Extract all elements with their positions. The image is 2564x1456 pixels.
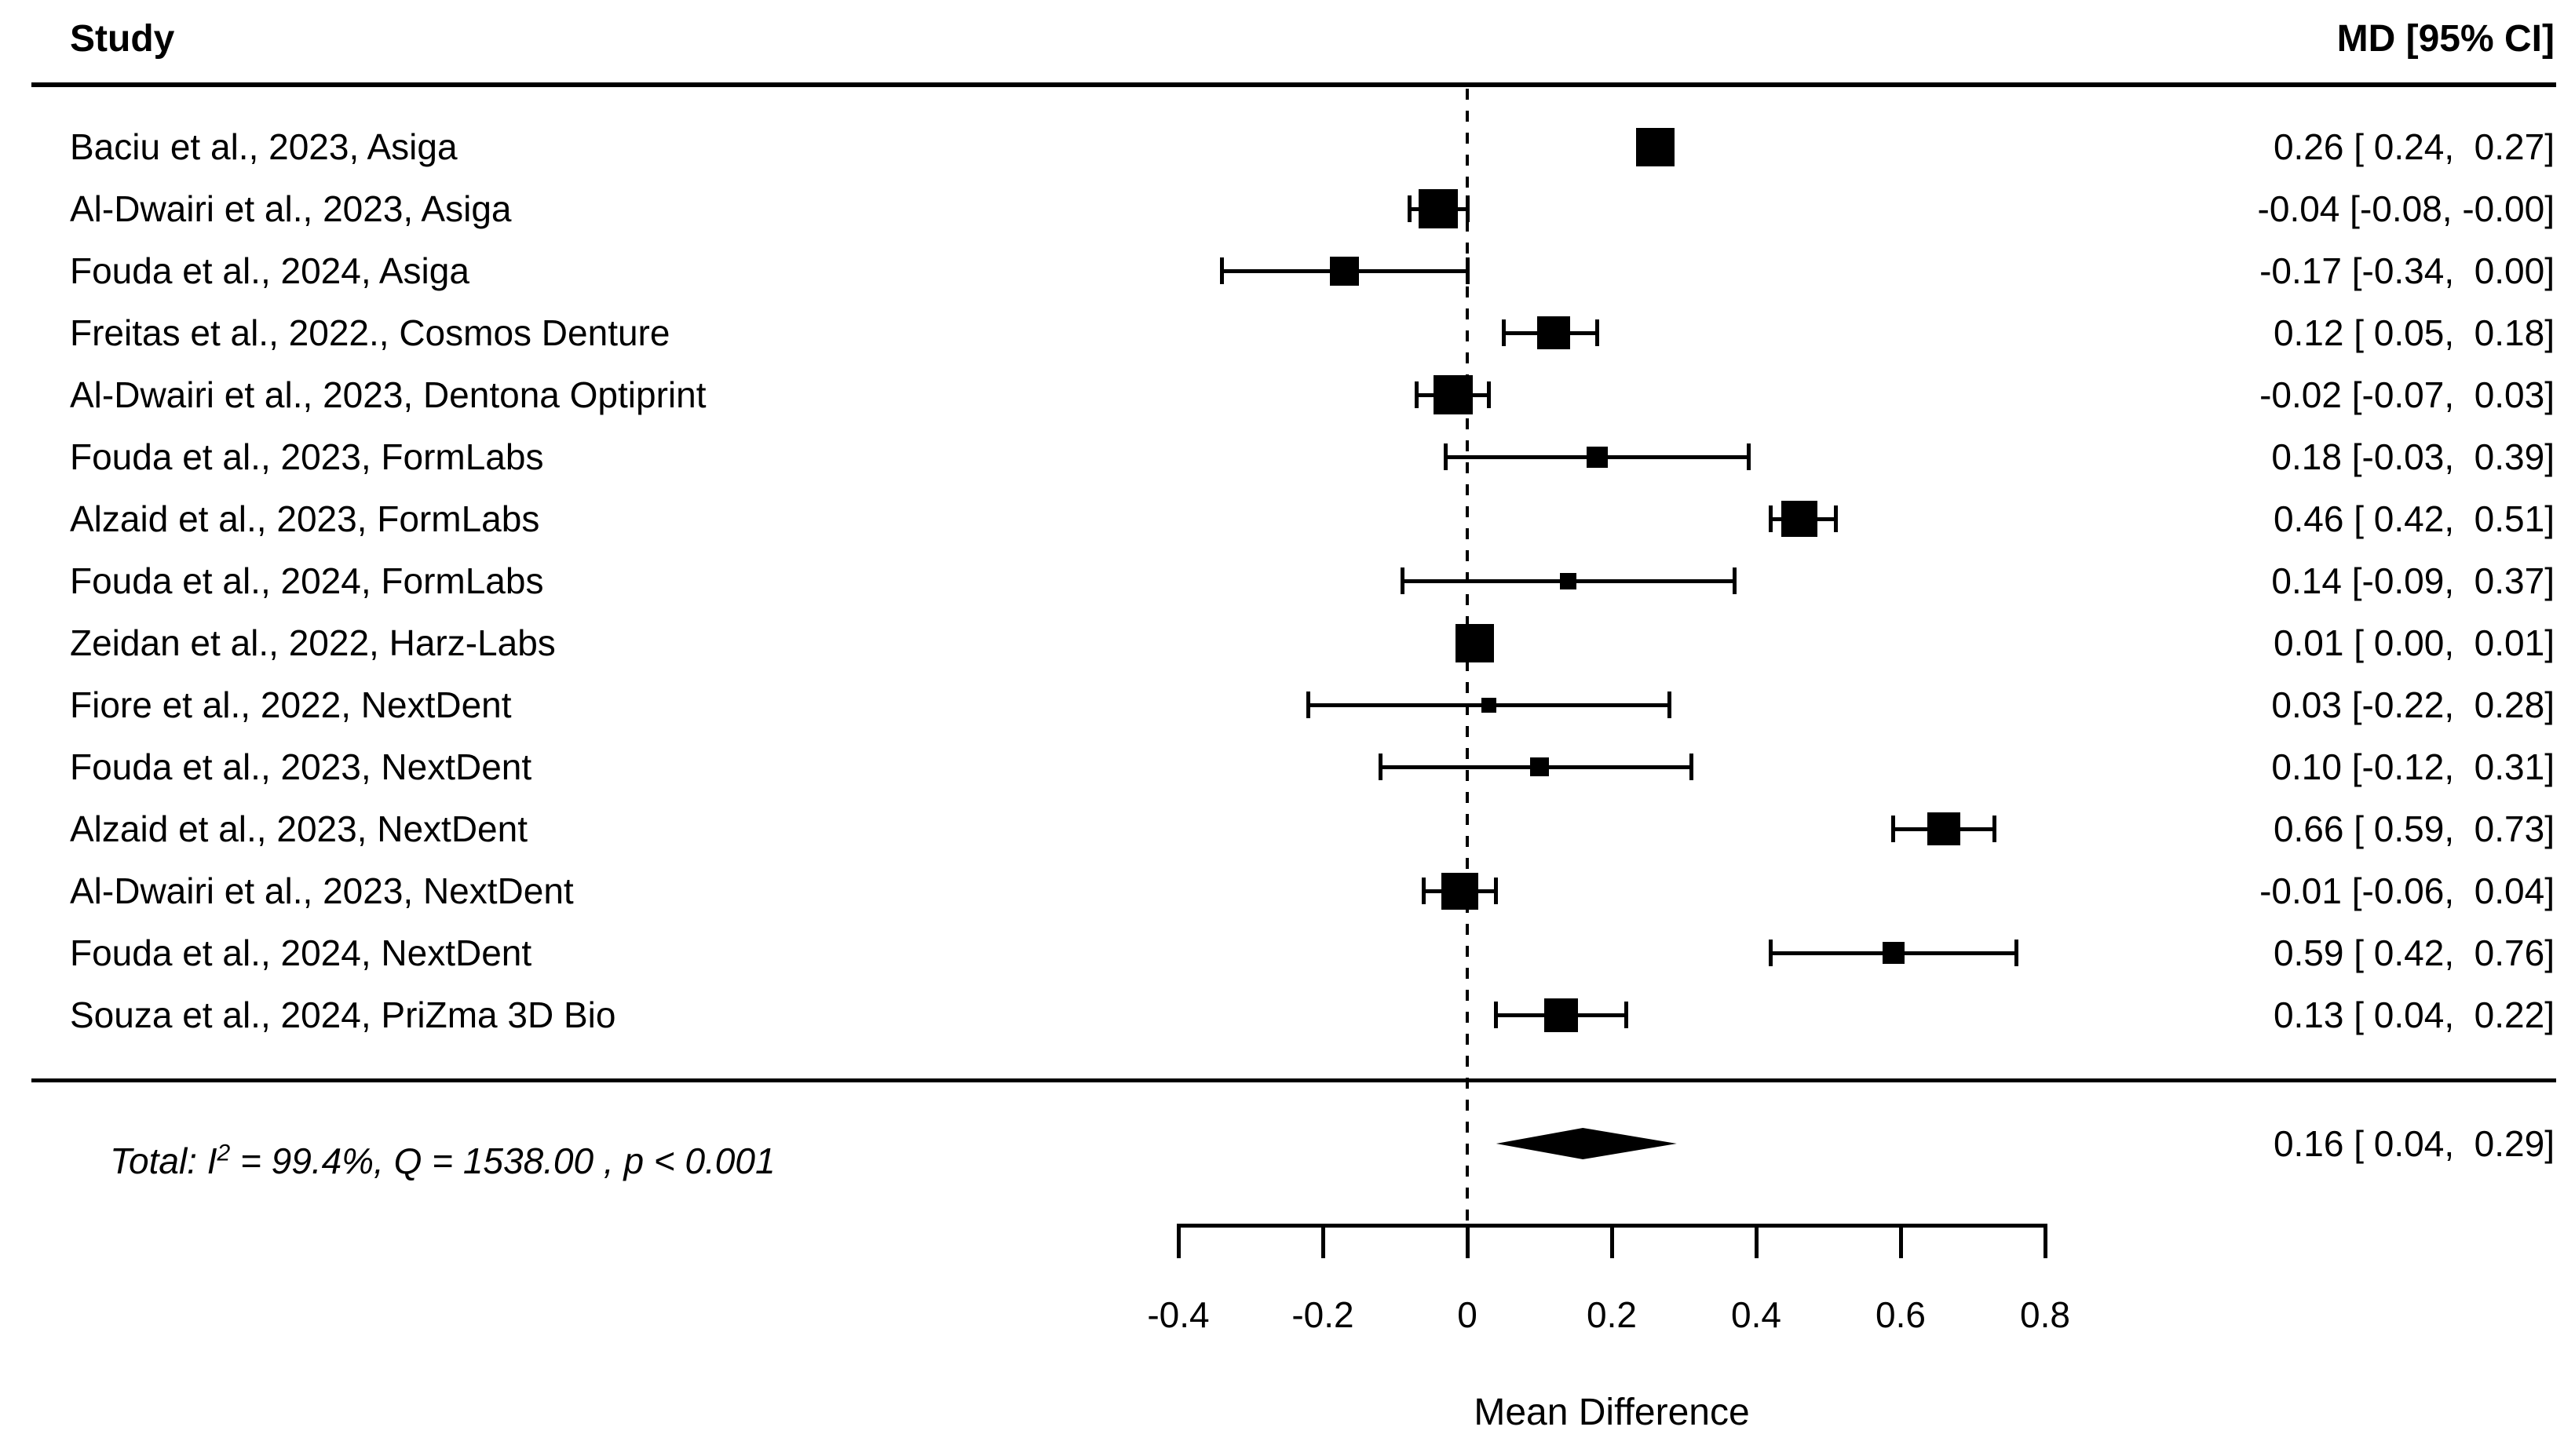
ci-cap-left — [1400, 567, 1404, 594]
ci-cap-right — [1624, 1002, 1628, 1028]
study-row-label: Alzaid et al., 2023, NextDent — [70, 808, 528, 849]
ci-cap-right — [1732, 567, 1737, 594]
x-axis-tick — [1320, 1224, 1325, 1258]
effect-square — [1927, 812, 1961, 845]
x-axis-tick-label: -0.4 — [1147, 1294, 1210, 1335]
total-heterogeneity-text: Total: I2 = 99.4%, Q = 1538.00 , p < 0.0… — [70, 1097, 776, 1224]
effect-square — [1419, 189, 1459, 228]
study-row-label: Fiore et al., 2022, NextDent — [70, 684, 512, 725]
study-row-value: 0.13 [ 0.04, 0.22] — [2273, 994, 2555, 1035]
x-axis-tick-label: 0.6 — [1876, 1294, 1926, 1335]
total-superscript: 2 — [217, 1140, 231, 1166]
study-row-label: Souza et al., 2024, PriZma 3D Bio — [70, 994, 616, 1035]
effect-square — [1882, 942, 1905, 964]
effect-square — [1781, 501, 1818, 537]
effect-square — [1455, 623, 1494, 662]
study-row-value: 0.18 [-0.03, 0.39] — [2271, 436, 2555, 477]
ci-cap-left — [1306, 692, 1311, 718]
study-row-value: 0.14 [-0.09, 0.37] — [2271, 560, 2555, 601]
x-axis-tick-label: 0 — [1457, 1294, 1477, 1335]
effect-square — [1433, 375, 1473, 414]
ci-cap-left — [1407, 195, 1412, 222]
ci-cap-left — [1422, 878, 1426, 904]
study-row-label: Al-Dwairi et al., 2023, Asiga — [70, 188, 512, 229]
study-row-value: -0.01 [-0.06, 0.04] — [2259, 870, 2555, 911]
x-axis-tick-label: 0.4 — [1731, 1294, 1781, 1335]
ci-cap-right — [1992, 816, 1997, 842]
ci-cap-right — [1465, 195, 1470, 222]
ci-cap-right — [1747, 443, 1751, 470]
ci-cap-left — [1891, 816, 1896, 842]
effect-square — [1330, 256, 1360, 286]
ci-cap-right — [1667, 692, 1672, 718]
study-row-value: 0.10 [-0.12, 0.31] — [2271, 746, 2555, 787]
study-row-value: 0.26 [ 0.24, 0.27] — [2273, 126, 2555, 167]
header-divider — [31, 82, 2556, 87]
ci-cap-left — [1768, 505, 1773, 532]
study-row-value: 0.46 [ 0.42, 0.51] — [2273, 498, 2555, 539]
x-axis-tick — [1609, 1224, 1614, 1258]
study-row-value: 0.03 [-0.22, 0.28] — [2271, 684, 2555, 725]
total-suffix: = 99.4%, Q = 1538.00 , p < 0.001 — [230, 1140, 776, 1181]
study-row-value: -0.04 [-0.08, -0.00] — [2257, 188, 2555, 229]
total-divider — [31, 1078, 2556, 1082]
md-column-header: MD [95% CI] — [2336, 18, 2555, 60]
ci-cap-right — [1833, 505, 1838, 532]
x-axis-title: Mean Difference — [1474, 1392, 1750, 1433]
study-row-label: Freitas et al., 2022., Cosmos Denture — [70, 312, 670, 353]
effect-square — [1560, 572, 1577, 589]
ci-cap-right — [2014, 940, 2018, 966]
x-axis-tick — [2043, 1224, 2047, 1258]
ci-cap-left — [1415, 381, 1419, 408]
effect-square — [1530, 757, 1549, 776]
effect-square — [1635, 127, 1675, 166]
x-axis-tick — [1898, 1224, 1903, 1258]
ci-cap-right — [1494, 878, 1499, 904]
study-row-value: -0.17 [-0.34, 0.00] — [2259, 250, 2555, 291]
study-row-value: 0.12 [ 0.05, 0.18] — [2273, 312, 2555, 353]
effect-square — [1441, 872, 1479, 910]
study-row-label: Fouda et al., 2024, FormLabs — [70, 560, 544, 601]
study-row-label: Fouda et al., 2024, NextDent — [70, 932, 532, 973]
x-axis-tick-label: -0.2 — [1291, 1294, 1354, 1335]
study-row-label: Fouda et al., 2023, NextDent — [70, 746, 532, 787]
ci-cap-right — [1689, 754, 1693, 780]
study-row-label: Al-Dwairi et al., 2023, NextDent — [70, 870, 574, 911]
effect-square — [1587, 446, 1609, 468]
x-axis-tick-label: 0.8 — [2020, 1294, 2070, 1335]
study-row-label: Fouda et al., 2023, FormLabs — [70, 436, 544, 477]
effect-square — [1537, 316, 1571, 349]
x-axis-tick — [1465, 1224, 1470, 1258]
study-row-label: Zeidan et al., 2022, Harz-Labs — [70, 622, 556, 663]
study-column-header: Study — [70, 18, 175, 60]
ci-cap-left — [1219, 257, 1224, 284]
study-row-label: Alzaid et al., 2023, FormLabs — [70, 498, 540, 539]
ci-cap-left — [1443, 443, 1448, 470]
study-row-value: 0.01 [ 0.00, 0.01] — [2273, 622, 2555, 663]
ci-cap-right — [1465, 257, 1470, 284]
ci-cap-left — [1501, 319, 1506, 346]
study-row-label: Baciu et al., 2023, Asiga — [70, 126, 458, 167]
ci-cap-right — [1595, 319, 1600, 346]
x-axis-tick — [1754, 1224, 1759, 1258]
total-prefix: Total: I — [110, 1140, 217, 1181]
study-row-value: -0.02 [-0.07, 0.03] — [2259, 374, 2555, 415]
effect-square — [1481, 697, 1497, 713]
x-axis-tick — [1176, 1224, 1181, 1258]
study-row-label: Al-Dwairi et al., 2023, Dentona Optiprin… — [70, 374, 707, 415]
ci-cap-left — [1379, 754, 1383, 780]
effect-square — [1544, 998, 1579, 1032]
study-row-value: 0.66 [ 0.59, 0.73] — [2273, 808, 2555, 849]
ci-cap-right — [1487, 381, 1492, 408]
ci-cap-left — [1494, 1002, 1499, 1028]
summary-diamond — [1496, 1128, 1677, 1159]
total-md-value: 0.16 [ 0.04, 0.29] — [2273, 1123, 2555, 1164]
study-row-label: Fouda et al., 2024, Asiga — [70, 250, 469, 291]
x-axis-tick-label: 0.2 — [1587, 1294, 1637, 1335]
ci-cap-left — [1768, 940, 1773, 966]
study-row-value: 0.59 [ 0.42, 0.76] — [2273, 932, 2555, 973]
